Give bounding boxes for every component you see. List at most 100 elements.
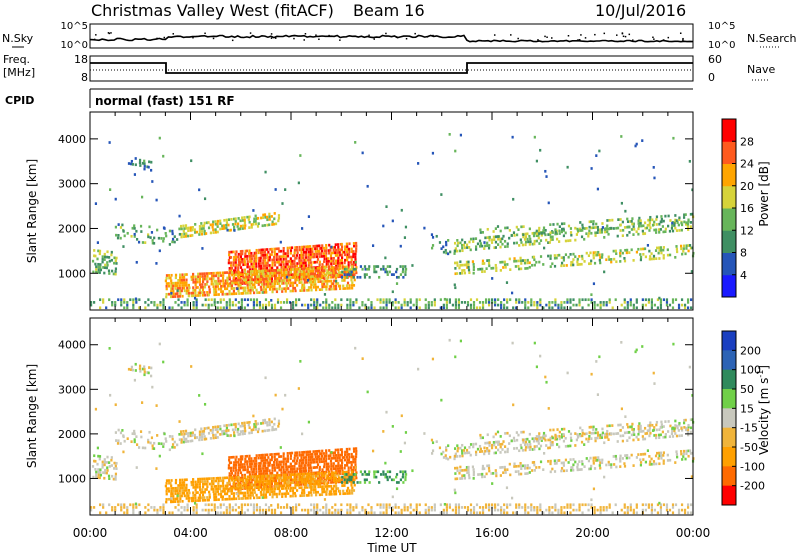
power-cell	[271, 258, 274, 262]
velocity-cell	[682, 455, 685, 458]
velocity-cell	[314, 450, 317, 453]
velocity-cell	[321, 468, 324, 472]
power-cell	[554, 298, 557, 302]
power-cell	[382, 267, 385, 271]
power-cell	[221, 227, 224, 231]
velocity-cell	[453, 447, 457, 450]
velocity-cell	[564, 458, 568, 462]
power-cell	[370, 306, 373, 310]
power-cell	[90, 303, 93, 307]
velocity-cell	[626, 425, 630, 429]
velocity-cell	[517, 470, 520, 473]
velocity-cell	[268, 463, 271, 467]
power-cell	[626, 217, 629, 221]
velocity-cell	[348, 473, 351, 476]
velocity-cell	[542, 431, 546, 435]
velocity-cell	[167, 489, 171, 493]
velocity-cell	[630, 453, 633, 457]
velocity-cell	[461, 474, 464, 478]
power-cell	[533, 303, 536, 307]
velocity-cell	[262, 477, 265, 481]
power-cell	[520, 241, 523, 244]
velocity-cell	[459, 477, 462, 480]
power-cell	[466, 246, 469, 249]
power-cell	[537, 234, 540, 237]
power-cell	[210, 298, 213, 302]
power-cell	[162, 306, 165, 310]
velocity-cell	[258, 477, 261, 481]
power-cell	[117, 298, 120, 302]
velocity-cell	[206, 480, 209, 483]
power-cell	[305, 275, 308, 279]
velocity-cell	[330, 467, 333, 471]
velocity-cell	[237, 483, 240, 487]
velocity-cell	[467, 473, 471, 477]
velocity-cell	[312, 483, 315, 486]
velocity-cell	[220, 495, 223, 499]
power-cell	[277, 219, 280, 223]
velocity-cell	[301, 472, 304, 476]
power-cell	[134, 163, 137, 167]
velocity-cell	[581, 434, 584, 438]
power-cell	[180, 232, 183, 236]
power-cell	[162, 154, 165, 158]
power-cell	[309, 247, 312, 251]
velocity-cell	[186, 494, 189, 498]
power-cell	[235, 270, 238, 274]
power-cell	[337, 245, 340, 249]
velocity-cell	[199, 488, 202, 492]
velocity-cell	[214, 490, 218, 494]
power-cell	[343, 265, 346, 269]
velocity-cell	[296, 478, 299, 482]
power-cell	[248, 280, 252, 284]
power-cell	[289, 249, 293, 252]
velocity-cell	[307, 458, 310, 462]
power-cell	[119, 236, 122, 240]
power-cell	[323, 260, 326, 263]
velocity-cell	[442, 450, 445, 454]
velocity-cell	[340, 461, 344, 465]
power-cell	[354, 260, 357, 264]
power-cell	[349, 306, 352, 310]
velocity-cell	[150, 374, 153, 378]
velocity-cell	[283, 479, 286, 482]
power-cell	[610, 260, 613, 264]
power-cell	[139, 164, 142, 167]
power-cell	[445, 298, 448, 302]
power-cell	[459, 133, 463, 137]
power-cell	[615, 226, 618, 230]
power-cell	[211, 223, 214, 226]
power-cell	[206, 293, 209, 297]
power-cell	[689, 298, 693, 302]
power-cell	[263, 282, 266, 286]
power-cell	[528, 261, 531, 265]
power-cell	[338, 261, 341, 265]
power-cell	[225, 226, 228, 230]
velocity-cell	[203, 437, 206, 441]
power-cell	[156, 306, 159, 310]
velocity-cell	[531, 469, 534, 472]
velocity-cell	[535, 437, 539, 441]
power-cell	[454, 261, 457, 265]
velocity-cell	[241, 473, 244, 477]
power-cell	[291, 268, 295, 271]
power-cell	[570, 233, 573, 237]
noise-dot	[426, 36, 429, 38]
power-cell	[312, 261, 315, 264]
power-cell	[340, 256, 344, 259]
velocity-cell	[311, 452, 314, 456]
power-cell	[186, 289, 189, 293]
velocity-cell	[114, 478, 117, 481]
power-cell	[532, 234, 536, 238]
velocity-cell	[205, 437, 208, 441]
power-cell	[646, 223, 649, 227]
power-cell	[315, 255, 319, 259]
power-cell	[520, 225, 523, 229]
velocity-cell	[105, 511, 108, 515]
velocity-cell	[630, 425, 633, 429]
velocity-cell	[465, 448, 469, 452]
power-cell	[155, 198, 158, 202]
velocity-cell	[659, 451, 663, 455]
power-cell	[271, 290, 274, 294]
